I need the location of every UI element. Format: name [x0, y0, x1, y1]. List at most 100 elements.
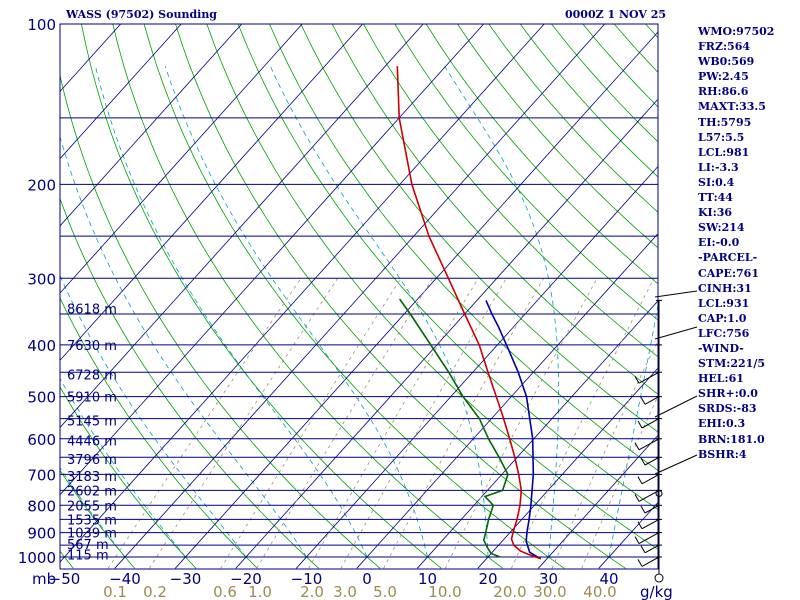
pressure-label: 100 [27, 16, 56, 34]
wind-barb-flag [637, 420, 643, 429]
temperature-tick-label: 0 [362, 570, 372, 588]
pressure-label: 700 [27, 466, 56, 484]
pressure-label: 200 [27, 176, 56, 194]
wind-barb-flag [637, 559, 643, 567]
index-row: SW:214 [698, 221, 745, 235]
mixing-ratio-label: 3.0 [333, 583, 357, 600]
mixing-ratio-line [511, 278, 655, 569]
wind-barb-flag [640, 545, 646, 554]
index-connector-line [654, 290, 698, 298]
index-row: EI:-0.0 [698, 236, 740, 250]
index-row: RH:86.6 [698, 85, 749, 99]
isotherm-line [175, 31, 658, 569]
pressure-label: 300 [27, 270, 56, 288]
temperature-tick-label: −40 [109, 570, 141, 588]
dry-adiabat [331, 24, 658, 395]
dry-adiabat [60, 296, 258, 569]
mixing-ratio-label: 0.2 [143, 583, 167, 600]
dry-adiabat [0, 24, 12, 568]
isotherm-line [417, 300, 658, 569]
index-row: CAP:1.0 [698, 311, 747, 325]
isotherm-line [60, 24, 364, 361]
mixing-ratio-labels: 0.1 0.2 0.6 1.0 2.0 3.0 5.0 10.0 20.0 30.0 40.0 g/k… [103, 583, 673, 600]
mixing-ratio-label: 2.0 [300, 583, 324, 600]
height-label: 7630 m [67, 339, 117, 354]
dry-adiabat [771, 24, 800, 568]
isotherm-line [60, 24, 243, 227]
temperature-tick-label: 10 [418, 570, 437, 588]
isotherm-line [60, 24, 545, 563]
isotherm-line [235, 98, 658, 569]
index-row: TH:5795 [698, 115, 752, 129]
temperature-tick-label: 40 [599, 570, 618, 588]
isotherm-line [356, 233, 658, 569]
wind-profile [634, 299, 664, 583]
wind-barb [638, 438, 660, 451]
index-row: PW:2.45 [698, 70, 749, 84]
dry-adiabats [0, 24, 800, 569]
height-labels: 8618 m 7630 m 6728 m 5910 m 5145 m 4446 m 3796… [67, 303, 117, 564]
index-row: SI:0.4 [698, 175, 735, 189]
height-label: 115 m [67, 549, 109, 564]
temperature-tick-label: −30 [170, 570, 202, 588]
index-connector-line [654, 454, 698, 475]
wind-barb-flag [640, 457, 646, 466]
wind-barb [638, 532, 660, 545]
height-label: 3796 m [67, 453, 117, 468]
index-row: WMO:97502 [698, 25, 775, 38]
mixing-ratio-label: 30.0 [533, 583, 566, 600]
moist-adiabat [164, 66, 428, 558]
mixing-ratio-label: 0.1 [103, 583, 127, 600]
index-connector-line [654, 326, 698, 340]
index-row: KI:36 [698, 206, 733, 220]
wind-barb-flag [640, 505, 646, 514]
chart-time: 0000Z 1 NOV 25 [565, 8, 667, 21]
pressure-label: 1000 [18, 549, 56, 567]
index-connectors [654, 290, 698, 475]
isotherm-line [114, 24, 606, 569]
wind-barb-flag [634, 375, 640, 384]
mixing-ratio-label: 0.6 [213, 583, 237, 600]
mixing-ratio-lines [107, 278, 658, 569]
temperature-tick-label: 20 [478, 570, 497, 588]
index-row: CAPE:761 [698, 266, 759, 280]
dewpoint-trace [398, 298, 509, 558]
isobars [60, 24, 658, 558]
isotherm-line [477, 367, 658, 569]
index-row: LCL:931 [698, 296, 750, 310]
dry-adiabat [175, 24, 626, 569]
wind-calm-marker [655, 490, 663, 497]
height-label: 8618 m [67, 303, 117, 318]
wind-barb-flag [637, 476, 643, 485]
isotherm-line [60, 24, 182, 160]
mixing-ratio-line [444, 278, 598, 569]
wind-calm-marker [654, 573, 664, 583]
mixing-ratio-line [220, 278, 402, 569]
height-label: 1535 m [67, 513, 117, 528]
wind-barb [644, 544, 660, 554]
dry-adiabat [363, 24, 658, 358]
height-label: 5145 m [67, 415, 117, 430]
index-connector-line [654, 395, 698, 418]
moist-adiabat [60, 377, 186, 558]
index-row: WB0:569 [698, 55, 755, 69]
index-row: FRZ:564 [698, 40, 751, 54]
mixing-ratio-line [149, 278, 339, 569]
pressure-label: 800 [27, 497, 56, 515]
mixing-ratio-line [256, 278, 433, 569]
temperature-tick-label: −20 [230, 570, 262, 588]
height-label: 2055 m [67, 499, 117, 514]
index-row: L57:5.5 [698, 130, 745, 144]
pressure-label: 900 [27, 525, 56, 543]
sounding-indices: WMO:97502 FRZ:564 WB0:569 PW:2.45 RH:86.6 MAX… [698, 24, 774, 462]
isotherm-line [60, 24, 424, 429]
mixing-ratio-line [551, 339, 658, 569]
index-row: LCL:981 [698, 145, 750, 159]
index-row: MAXT:33.5 [698, 100, 766, 114]
wind-barb [641, 418, 660, 429]
temperature-tick-label: 30 [539, 570, 558, 588]
wind-barb [644, 456, 660, 466]
wind-barb [638, 489, 660, 502]
moist-adiabat [60, 135, 307, 558]
wind-barb [638, 371, 660, 384]
